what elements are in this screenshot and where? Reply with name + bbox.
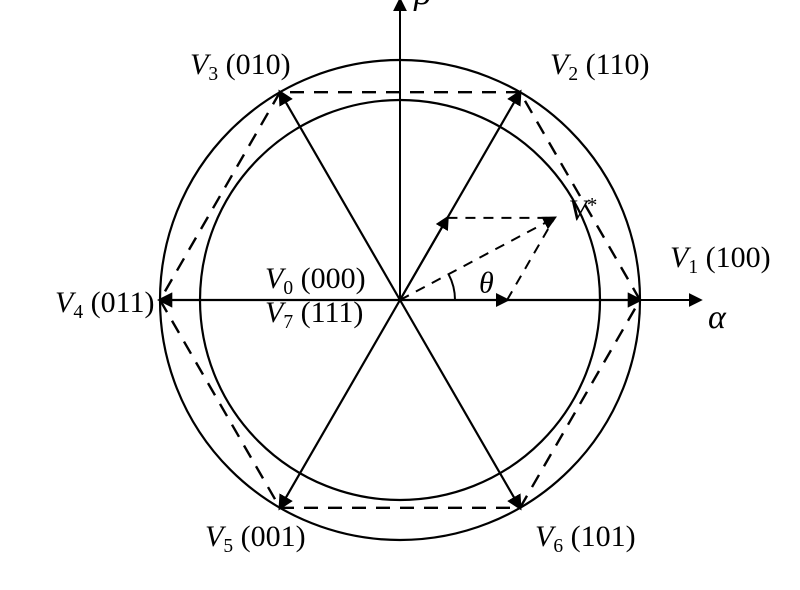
label-v4: V4 (011) (55, 286, 154, 323)
label-v1: V1 (100) (670, 241, 771, 278)
label-v2: V2 (110) (550, 48, 649, 85)
svpwm-diagram: V1 (100) V2 (110) V3 (010) V4 (011) V5 (001)… (0, 0, 800, 590)
theta-label: θ (479, 267, 494, 300)
label-v0: V0 (000) (265, 262, 366, 299)
alpha-label: α (708, 299, 727, 336)
beta-label: β (413, 0, 431, 12)
label-v5: V5 (001) (205, 520, 306, 557)
label-v7: V7 (111) (265, 296, 363, 333)
label-v3: V3 (010) (190, 48, 291, 85)
label-v6: V6 (101) (535, 520, 636, 557)
